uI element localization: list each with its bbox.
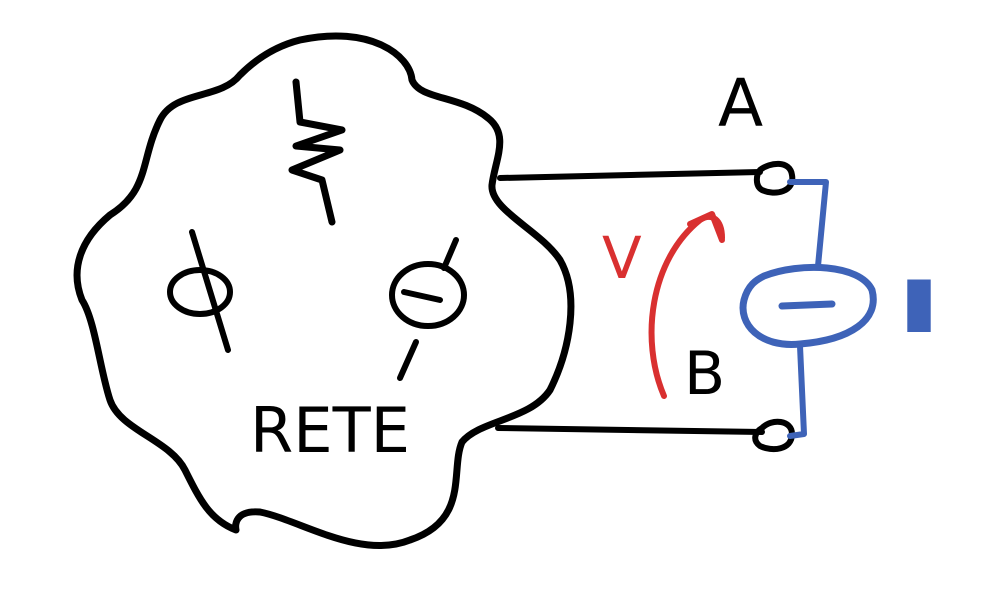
network-label: RETE (250, 394, 410, 467)
wire-bottom (495, 425, 765, 435)
current-label: I (884, 265, 954, 349)
network-cloud-outline (73, 32, 575, 549)
terminal-b-node (752, 418, 795, 453)
current-generator-icon (739, 179, 877, 439)
wire-top (497, 169, 763, 181)
voltage-source-circle-icon (167, 229, 233, 353)
voltage-arrow-head-icon (687, 211, 725, 243)
terminal-b-label: B (684, 339, 725, 409)
resistor-zigzag-icon (288, 78, 346, 226)
current-source-circle-icon (389, 237, 467, 381)
voltage-label: V (602, 224, 642, 292)
terminal-a-node (753, 160, 796, 196)
terminal-a-label: A (718, 65, 763, 142)
